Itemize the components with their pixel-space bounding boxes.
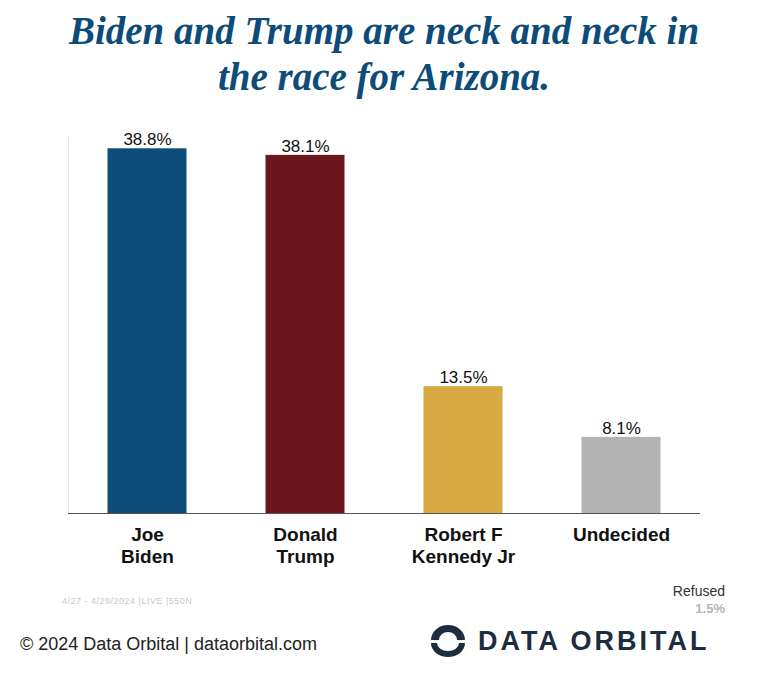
svg-text:Robert FKennedy Jr: Robert FKennedy Jr [412, 524, 516, 567]
html-text:Refused: Refused [672, 583, 725, 599]
svg-text:13.5%: 13.5% [439, 368, 487, 387]
svg-text:8.1%: 8.1% [602, 419, 641, 438]
svg-text:38.8%: 38.8% [123, 130, 171, 149]
html-text:1.5%: 1.5% [695, 601, 725, 616]
html-text:DATA ORBITAL: DATA ORBITAL [478, 625, 710, 656]
svg-text:Undecided: Undecided [573, 524, 670, 545]
html-text:4/27 - 4/29/2024 |LIVE |550N: 4/27 - 4/29/2024 |LIVE |550N [62, 596, 193, 606]
svg-text:38.1%: 38.1% [281, 137, 329, 156]
html-text:© 2024 Data Orbital | dataorbi: © 2024 Data Orbital | dataorbital.com [20, 634, 318, 654]
svg-text:JoeBiden: JoeBiden [121, 524, 174, 567]
svg-text:DonaldTrump: DonaldTrump [273, 524, 337, 567]
html-text:Biden and Trump are neck and n: Biden and Trump are neck and neck in the… [68, 9, 700, 98]
